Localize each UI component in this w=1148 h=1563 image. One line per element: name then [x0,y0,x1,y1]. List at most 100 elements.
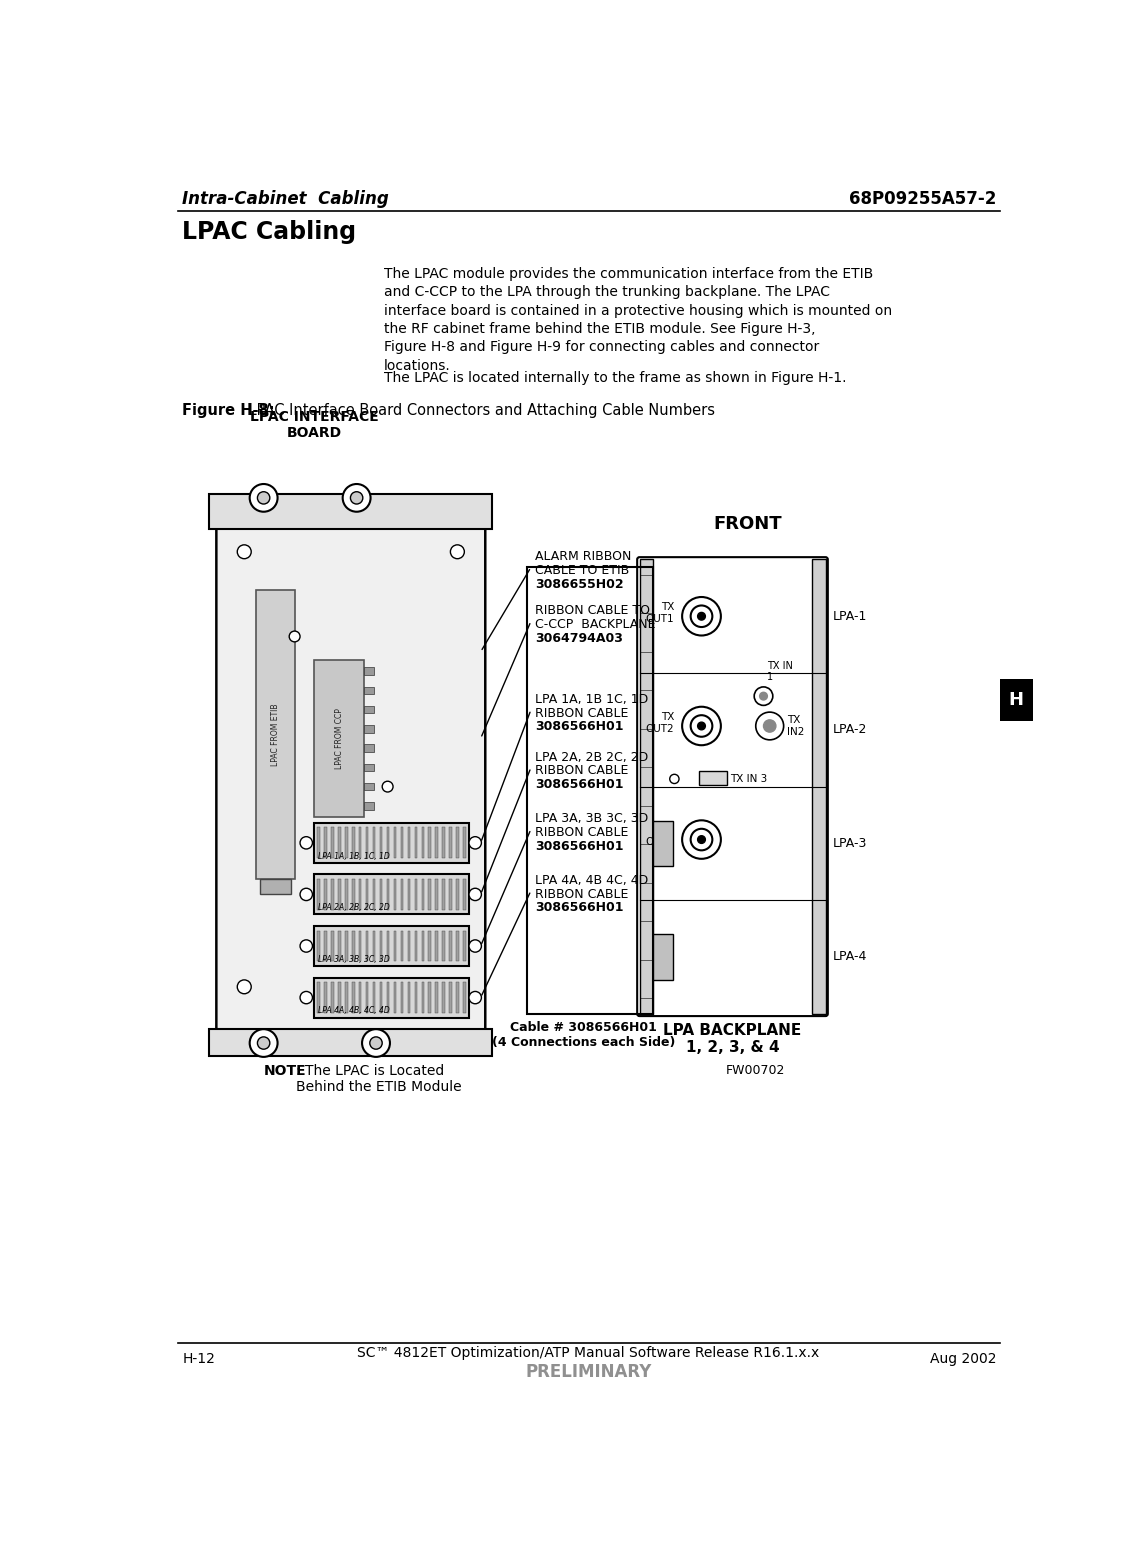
Circle shape [300,939,312,952]
Circle shape [300,888,312,900]
Bar [421,930,424,961]
Bar [653,935,673,980]
Bar [463,982,465,1013]
Bar [414,878,417,910]
Bar [394,930,396,961]
Bar [435,982,437,1013]
Text: TX
OUT2: TX OUT2 [645,713,674,733]
Bar [428,982,430,1013]
Bar [259,878,290,894]
Text: LPA 3A, 3B 3C, 3D: LPA 3A, 3B 3C, 3D [535,813,649,825]
Bar [315,977,470,1018]
Bar [408,982,410,1013]
Bar [442,878,444,910]
FancyBboxPatch shape [216,502,486,1038]
Text: TX
IN2: TX IN2 [786,716,804,736]
Bar [346,878,348,910]
Text: ALARM RIBBON: ALARM RIBBON [535,550,631,563]
Bar [394,827,396,858]
Bar [394,982,396,1013]
Text: H: H [1009,691,1024,710]
Text: : The LPAC is Located
Behind the ETIB Module: : The LPAC is Located Behind the ETIB Mo… [296,1064,461,1094]
Bar [414,827,417,858]
Text: 3086655H02: 3086655H02 [535,578,623,591]
Circle shape [257,492,270,503]
Bar [449,827,451,858]
Bar [387,827,389,858]
Bar [366,878,369,910]
Bar [339,878,341,910]
Text: 3086566H01: 3086566H01 [535,778,623,791]
Bar [366,982,369,1013]
Bar [401,878,403,910]
Bar [414,930,417,961]
Bar [318,878,320,910]
Text: LPA 1A, 1B, 1C, 1D: LPA 1A, 1B, 1C, 1D [318,852,389,861]
Bar [256,591,295,878]
Bar [463,827,465,858]
Circle shape [257,1036,270,1049]
Bar [332,878,334,910]
Text: LPA-1: LPA-1 [833,610,868,622]
Text: H-12: H-12 [183,1352,215,1366]
Bar [394,878,396,910]
Bar [442,982,444,1013]
Text: The LPAC is located internally to the frame as shown in Figure H-1.: The LPAC is located internally to the fr… [383,370,846,384]
Bar [332,827,334,858]
Text: LPAC FROM CCP: LPAC FROM CCP [335,708,343,769]
Bar [373,878,375,910]
Bar [352,827,355,858]
Bar [366,827,369,858]
Bar [401,827,403,858]
Text: LPA 1A, 1B 1C, 1D: LPA 1A, 1B 1C, 1D [535,692,649,706]
Circle shape [370,1036,382,1049]
Text: C-CCP  BACKPLANE: C-CCP BACKPLANE [535,617,656,631]
Text: The LPAC module provides the communication interface from the ETIB
and C-CCP to : The LPAC module provides the communicati… [383,267,892,374]
Bar [352,982,355,1013]
Bar [364,686,374,694]
Bar [463,930,465,961]
Bar [442,930,444,961]
Text: TX IN
1: TX IN 1 [767,661,793,683]
Text: 3064794A03: 3064794A03 [535,631,622,646]
Bar [325,982,327,1013]
Text: Figure H-8:: Figure H-8: [183,403,274,419]
Circle shape [755,713,784,739]
Circle shape [691,716,713,736]
Circle shape [698,722,705,730]
Bar [380,930,382,961]
Text: CABLE TO ETIB: CABLE TO ETIB [535,564,629,577]
Circle shape [238,545,251,558]
Circle shape [669,774,678,783]
Bar [408,878,410,910]
Circle shape [300,991,312,1003]
Bar [339,930,341,961]
Circle shape [691,828,713,850]
Bar [339,827,341,858]
Text: LPA 2A, 2B 2C, 2D: LPA 2A, 2B 2C, 2D [535,750,649,763]
Bar [428,878,430,910]
Bar [339,982,341,1013]
Bar [421,982,424,1013]
Circle shape [470,939,481,952]
Bar [380,878,382,910]
Bar [421,878,424,910]
Bar [699,771,727,785]
Circle shape [470,836,481,849]
Text: LPA BACKPLANE
1, 2, 3, & 4: LPA BACKPLANE 1, 2, 3, & 4 [664,1024,801,1055]
Bar [449,930,451,961]
Bar [1000,678,1033,721]
Text: LPA 4A, 4B, 4C, 4D: LPA 4A, 4B, 4C, 4D [318,1007,389,1016]
Text: TX IN 3: TX IN 3 [730,774,767,785]
Text: LPAC FROM ETIB: LPAC FROM ETIB [271,703,280,766]
Bar [408,827,410,858]
Text: RIBBON CABLE: RIBBON CABLE [535,764,628,777]
Text: 68P09255A57-2: 68P09255A57-2 [848,191,996,208]
Bar [387,930,389,961]
Bar [359,930,362,961]
Circle shape [754,686,773,705]
Bar [442,827,444,858]
Bar [346,930,348,961]
Circle shape [682,597,721,636]
Bar [401,982,403,1013]
